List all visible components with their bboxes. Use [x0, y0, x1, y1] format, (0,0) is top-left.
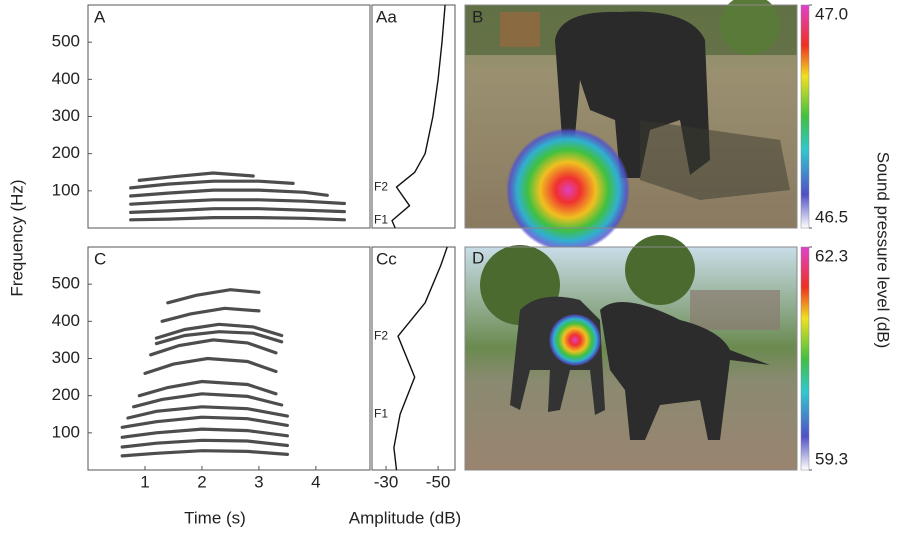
plot-frame — [371, 246, 456, 471]
y-tick-label: 200 — [52, 143, 80, 162]
colorbar — [800, 4, 810, 229]
x-axis-label: Amplitude (dB) — [349, 508, 461, 527]
panel-label: Cc — [376, 249, 397, 268]
harmonic — [137, 171, 255, 182]
y-tick-label: 500 — [52, 274, 80, 293]
y-tick-label: 200 — [52, 385, 80, 404]
harmonic — [120, 415, 289, 429]
harmonic — [166, 288, 261, 305]
y-tick-label: 400 — [52, 311, 80, 330]
x-tick-label: 2 — [197, 472, 206, 491]
colorbar-tick-label: 47.0 — [815, 4, 848, 23]
y-tick-label: 300 — [52, 348, 80, 367]
y-tick-label: 100 — [52, 180, 80, 199]
x-tick-label: -30 — [374, 472, 399, 491]
colorbar-tick-label: 46.5 — [815, 207, 848, 226]
panel-label: B — [472, 7, 483, 26]
x-tick-label: 4 — [311, 472, 320, 491]
colorbar — [800, 246, 810, 471]
harmonic — [120, 427, 289, 439]
harmonic — [129, 216, 346, 222]
y-tick-label: 400 — [52, 69, 80, 88]
spectrum-line — [391, 4, 446, 229]
colorbar-tick-label: 62.3 — [815, 246, 848, 265]
x-tick-label: -50 — [426, 472, 451, 491]
y-tick-label: 300 — [52, 106, 80, 125]
panel-label: A — [94, 7, 106, 26]
formant-label: F2 — [374, 179, 388, 193]
photo-d: D — [464, 235, 798, 471]
photo-b: B — [464, 0, 798, 252]
harmonic — [120, 438, 289, 449]
harmonic — [137, 379, 278, 398]
x-axis-label: Time (s) — [184, 508, 246, 527]
y-axis-label: Frequency (Hz) — [7, 179, 26, 296]
harmonic — [120, 449, 289, 458]
harmonic — [132, 392, 284, 409]
panel-label: Aa — [376, 7, 397, 26]
spectrum-line — [393, 246, 448, 471]
harmonic — [160, 306, 261, 323]
panel-label: C — [94, 249, 106, 268]
x-tick-label: 3 — [254, 472, 263, 491]
harmonic — [129, 207, 346, 214]
plot-frame — [371, 4, 456, 229]
colorbar-tick-label: 59.3 — [815, 449, 848, 468]
formant-label: F1 — [374, 406, 388, 420]
harmonic — [143, 356, 278, 375]
harmonic — [154, 330, 284, 346]
harmonic — [154, 322, 284, 340]
colorbar-label: Sound pressure level (dB) — [874, 152, 893, 349]
harmonic — [129, 198, 346, 206]
formant-label: F1 — [374, 213, 388, 227]
harmonic — [129, 188, 329, 198]
harmonic — [149, 338, 278, 357]
y-tick-label: 500 — [52, 32, 80, 51]
harmonic — [129, 179, 295, 190]
x-tick-label: 1 — [140, 472, 149, 491]
panel-label: D — [472, 248, 484, 267]
y-tick-label: 100 — [52, 422, 80, 441]
formant-label: F2 — [374, 328, 388, 342]
harmonic — [126, 405, 289, 420]
